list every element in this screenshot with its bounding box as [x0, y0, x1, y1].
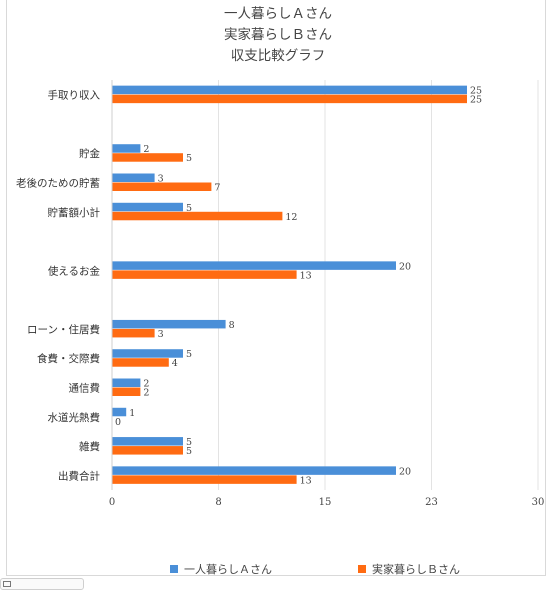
bar-a — [112, 173, 155, 182]
legend-item-a: 一人暮らしＡさん — [170, 561, 272, 577]
category-label: 貯金 — [79, 147, 100, 160]
data-label: 2 — [143, 388, 149, 399]
bar-a — [112, 349, 183, 358]
bar-b — [112, 358, 169, 367]
data-label: 13 — [300, 475, 312, 486]
bar-b — [112, 211, 283, 221]
x-tick-label: 15 — [319, 497, 332, 508]
bar-a — [112, 319, 226, 329]
bar-a — [112, 466, 396, 475]
data-label: 12 — [285, 212, 297, 223]
x-tick-label: 0 — [109, 497, 115, 508]
chart-title-line-1: 一人暮らしＡさん — [224, 6, 332, 22]
bar-a — [112, 202, 183, 212]
data-label: 1 — [129, 408, 135, 419]
data-label: 2 — [143, 379, 149, 390]
category-label: 水道光熱費 — [48, 411, 101, 424]
legend-swatch-b — [358, 565, 366, 573]
category-label: 出費合計 — [58, 469, 100, 482]
data-label: 20 — [399, 466, 411, 477]
bar-b — [112, 94, 467, 104]
category-label: 老後のための貯蓄 — [16, 177, 100, 190]
category-label: 通信費 — [69, 382, 101, 395]
data-label: 8 — [229, 320, 235, 331]
bar-b — [112, 182, 212, 191]
data-label: 5 — [186, 446, 192, 457]
chart-frame — [6, 0, 546, 576]
data-label: 3 — [158, 329, 164, 340]
bar-a — [112, 407, 127, 417]
bar-b — [112, 153, 183, 162]
x-tick-label: 30 — [532, 497, 545, 508]
bar-b — [112, 270, 297, 279]
data-label: 13 — [300, 270, 312, 281]
bar-b — [112, 475, 297, 484]
data-label: 3 — [158, 174, 164, 185]
chart-title-line-2: 実家暮らしＢさん — [224, 27, 332, 43]
category-label: ローン・住居費 — [27, 323, 100, 336]
bar-a — [112, 378, 141, 387]
legend-label-b: 実家暮らしＢさん — [372, 563, 460, 576]
data-label: 0 — [115, 417, 121, 428]
legend-label-a: 一人暮らしＡさん — [184, 563, 272, 576]
category-label: 使えるお金 — [48, 264, 101, 277]
category-label: 貯蓄額小計 — [48, 206, 101, 219]
bar-b — [112, 446, 183, 455]
data-label: 5 — [186, 349, 192, 360]
data-label: 5 — [186, 153, 192, 164]
data-label: 2 — [143, 144, 149, 155]
bar-a — [112, 437, 183, 446]
data-label: 5 — [186, 437, 192, 448]
x-tick-label: 8 — [215, 497, 221, 508]
bar-a — [112, 261, 396, 270]
legend-swatch-a — [170, 565, 178, 573]
legend-item-b: 実家暮らしＢさん — [358, 561, 460, 577]
bar-a — [112, 85, 467, 95]
data-label: 25 — [470, 95, 482, 106]
chart-title-line-3: 収支比較グラフ — [230, 48, 326, 64]
bar-b — [112, 328, 155, 338]
category-label: 食費・交際費 — [37, 352, 100, 365]
bar-a — [112, 144, 141, 153]
category-label: 手取り収入 — [48, 89, 101, 102]
data-label: 25 — [470, 86, 482, 97]
sheet-tab-icon — [3, 581, 11, 587]
category-label: 雑費 — [79, 440, 100, 453]
sheet-tab[interactable] — [0, 578, 84, 590]
x-tick-label: 23 — [425, 497, 438, 508]
data-label: 7 — [214, 183, 220, 194]
data-label: 4 — [172, 358, 178, 369]
bar-b — [112, 387, 141, 396]
data-label: 20 — [399, 261, 411, 272]
data-label: 5 — [186, 203, 192, 214]
